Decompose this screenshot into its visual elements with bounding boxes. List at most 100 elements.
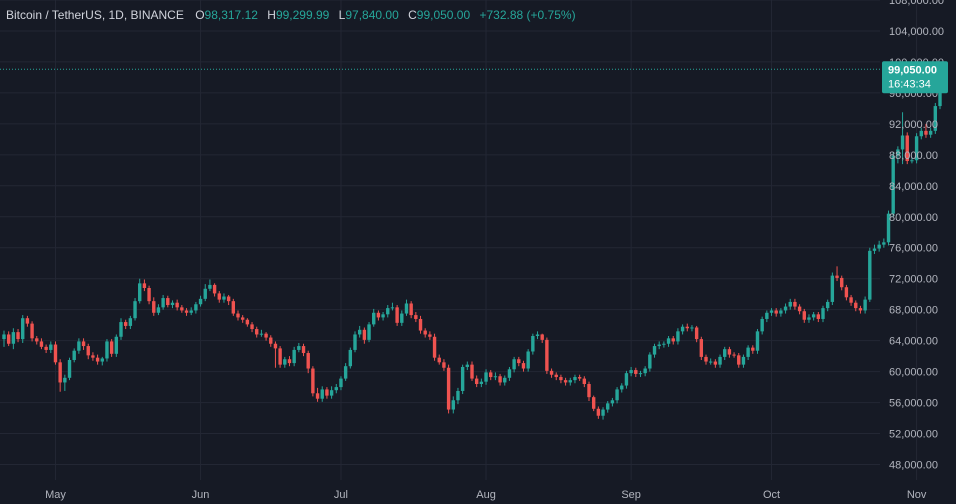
candle[interactable] bbox=[386, 305, 390, 318]
candle[interactable] bbox=[830, 272, 835, 306]
candle[interactable] bbox=[755, 329, 760, 354]
candle[interactable] bbox=[72, 348, 76, 363]
candle[interactable] bbox=[456, 387, 460, 405]
candle[interactable] bbox=[226, 294, 231, 306]
candle[interactable] bbox=[638, 370, 643, 378]
candle[interactable] bbox=[269, 335, 273, 347]
candle[interactable] bbox=[465, 361, 470, 371]
candle[interactable] bbox=[311, 366, 315, 397]
candle[interactable] bbox=[470, 361, 474, 381]
candle[interactable] bbox=[203, 284, 207, 302]
candle[interactable] bbox=[634, 367, 638, 378]
candle[interactable] bbox=[910, 157, 914, 164]
candle[interactable] bbox=[741, 354, 746, 368]
candle[interactable] bbox=[142, 279, 147, 292]
candle[interactable] bbox=[723, 346, 727, 360]
candle[interactable] bbox=[652, 343, 657, 358]
candle[interactable] bbox=[414, 312, 418, 323]
candle[interactable] bbox=[549, 368, 554, 378]
candle[interactable] bbox=[648, 352, 652, 372]
candle[interactable] bbox=[109, 339, 114, 357]
candle[interactable] bbox=[629, 366, 633, 377]
candle[interactable] bbox=[563, 377, 568, 386]
candle[interactable] bbox=[348, 347, 353, 369]
candle[interactable] bbox=[779, 308, 783, 317]
candle[interactable] bbox=[662, 341, 666, 348]
candle[interactable] bbox=[666, 336, 671, 347]
candle[interactable] bbox=[900, 112, 905, 165]
candle[interactable] bbox=[559, 374, 563, 384]
candle[interactable] bbox=[877, 240, 881, 252]
candle[interactable] bbox=[58, 359, 62, 392]
candle[interactable] bbox=[240, 315, 245, 323]
candle[interactable] bbox=[320, 386, 324, 402]
candle[interactable] bbox=[301, 343, 306, 357]
candle[interactable] bbox=[339, 376, 343, 391]
candle[interactable] bbox=[751, 345, 755, 354]
candle[interactable] bbox=[886, 210, 891, 246]
candle[interactable] bbox=[432, 333, 437, 361]
candle[interactable] bbox=[156, 304, 161, 316]
candle[interactable] bbox=[147, 285, 151, 305]
candle[interactable] bbox=[255, 326, 259, 338]
candle[interactable] bbox=[624, 370, 629, 389]
candle[interactable] bbox=[278, 346, 282, 368]
candle[interactable] bbox=[615, 387, 619, 404]
candle[interactable] bbox=[367, 322, 371, 343]
candle[interactable] bbox=[170, 300, 175, 309]
candle[interactable] bbox=[825, 299, 830, 312]
candle[interactable] bbox=[297, 342, 301, 353]
candle[interactable] bbox=[49, 341, 53, 354]
symbol-title[interactable]: Bitcoin / TetherUS, 1D, BINANCE bbox=[6, 8, 184, 22]
candle[interactable] bbox=[184, 308, 189, 316]
candle[interactable] bbox=[189, 307, 193, 316]
candle[interactable] bbox=[35, 336, 39, 345]
candle[interactable] bbox=[872, 244, 877, 254]
candle[interactable] bbox=[924, 123, 928, 138]
candle[interactable] bbox=[680, 324, 685, 335]
candle[interactable] bbox=[807, 314, 811, 323]
candle[interactable] bbox=[479, 378, 484, 388]
candle[interactable] bbox=[484, 369, 488, 385]
candle[interactable] bbox=[568, 377, 572, 386]
candle[interactable] bbox=[554, 372, 558, 381]
candle[interactable] bbox=[21, 315, 25, 343]
candle[interactable] bbox=[582, 376, 587, 388]
candle[interactable] bbox=[437, 354, 441, 365]
candle[interactable] bbox=[783, 303, 788, 314]
candle[interactable] bbox=[100, 356, 104, 366]
candle[interactable] bbox=[390, 302, 395, 311]
candle[interactable] bbox=[166, 295, 170, 308]
candle[interactable] bbox=[404, 299, 409, 316]
candle[interactable] bbox=[769, 308, 774, 316]
candle[interactable] bbox=[451, 396, 455, 414]
candle[interactable] bbox=[858, 305, 863, 314]
candle[interactable] bbox=[503, 375, 507, 386]
candle[interactable] bbox=[540, 333, 544, 343]
candle[interactable] bbox=[372, 308, 376, 327]
candle[interactable] bbox=[577, 374, 582, 381]
candle[interactable] bbox=[620, 383, 624, 393]
candle[interactable] bbox=[161, 294, 165, 310]
candle[interactable] bbox=[231, 298, 236, 316]
candle[interactable] bbox=[573, 374, 577, 384]
candle[interactable] bbox=[821, 305, 825, 323]
candle[interactable] bbox=[175, 299, 179, 311]
candle[interactable] bbox=[123, 319, 128, 330]
candle[interactable] bbox=[259, 329, 264, 337]
candle[interactable] bbox=[816, 312, 821, 323]
candle[interactable] bbox=[765, 310, 769, 323]
candle[interactable] bbox=[91, 352, 95, 361]
candle[interactable] bbox=[460, 364, 465, 395]
candle[interactable] bbox=[610, 397, 615, 407]
candle[interactable] bbox=[208, 279, 212, 292]
candle[interactable] bbox=[896, 146, 900, 164]
candle[interactable] bbox=[2, 330, 6, 347]
candle[interactable] bbox=[428, 331, 432, 340]
candle[interactable] bbox=[840, 275, 844, 291]
candle[interactable] bbox=[329, 386, 334, 399]
candle[interactable] bbox=[217, 291, 221, 303]
candle[interactable] bbox=[264, 332, 268, 341]
candle[interactable] bbox=[919, 127, 923, 140]
